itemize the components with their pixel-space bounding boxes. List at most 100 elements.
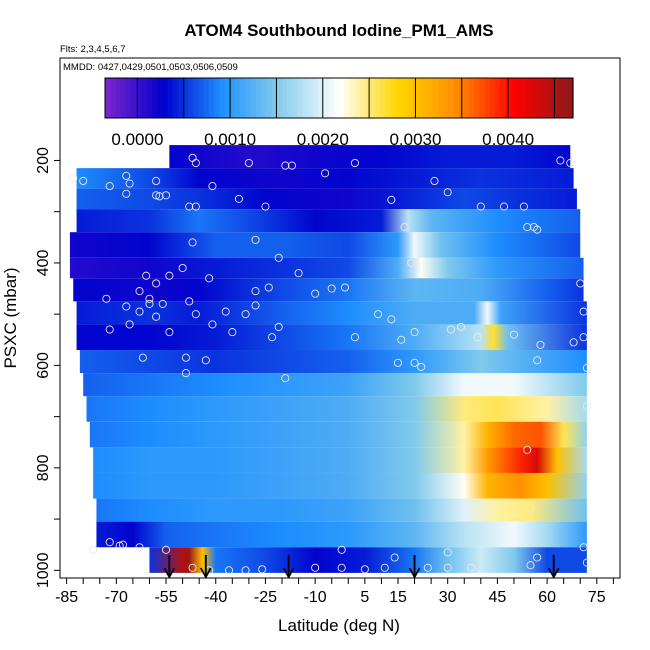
heatmap-band <box>96 521 587 548</box>
colorbar-swatch <box>422 78 428 118</box>
x-tick-label: -25 <box>254 589 277 606</box>
sample-point <box>340 283 350 292</box>
sample-point <box>185 202 194 211</box>
sample-point <box>509 330 519 339</box>
sample-point <box>579 333 588 342</box>
x-tick-label: -40 <box>204 589 227 606</box>
sample-point <box>321 169 330 178</box>
colorbar-swatch <box>157 78 163 118</box>
colorbar-labels: 0.0000 0.0010 0.0020 0.0030 0.0040 <box>111 130 534 149</box>
colorbar: 0.0000 0.0010 0.0020 0.0030 0.0040 <box>104 77 574 149</box>
y-tick-label: 400 <box>35 249 52 276</box>
x-tick-label: -10 <box>304 589 327 606</box>
sample-point <box>400 223 409 232</box>
sample-point <box>499 202 509 211</box>
heatmap-band <box>96 498 587 522</box>
sample-point <box>125 179 134 188</box>
colorbar-swatch <box>297 78 304 118</box>
sample-point <box>234 194 243 203</box>
colorbar-swatch <box>536 78 543 118</box>
sample-point <box>191 310 200 319</box>
sample-point <box>569 338 578 347</box>
sample-point <box>122 171 131 180</box>
colorbar-swatch <box>479 78 486 118</box>
colorbar-swatch <box>141 78 148 118</box>
sample-point <box>135 287 144 296</box>
heatmap-band <box>89 421 587 448</box>
colorbar-swatch <box>302 78 309 118</box>
sample-point <box>228 328 237 337</box>
x-tick-label: 60 <box>538 589 556 606</box>
x-tick-label: 15 <box>389 589 407 606</box>
sample-point <box>294 269 303 278</box>
sample-point <box>536 340 545 349</box>
heatmap-band <box>76 209 581 233</box>
colorbar-swatch <box>255 78 262 118</box>
colorbar-swatch <box>172 78 179 118</box>
sample-point <box>152 191 161 200</box>
colorbar-swatch <box>417 78 423 118</box>
arrow-head <box>163 567 176 579</box>
sample-point <box>274 253 283 262</box>
colorbar-swatch <box>500 78 506 118</box>
colorbar-swatch <box>198 78 205 118</box>
y-axis: 200 400 600 800 1000 <box>35 147 60 588</box>
colorbar-swatch <box>151 78 158 118</box>
colorbar-swatch <box>437 78 444 118</box>
plot-frame <box>59 57 621 579</box>
heatmap-band <box>93 447 587 473</box>
colorbar-swatch <box>203 78 210 118</box>
colorbar-swatch <box>375 78 382 118</box>
sample-point <box>115 541 124 550</box>
sample-point <box>185 297 194 306</box>
heatmap-band <box>86 396 587 422</box>
sample-point <box>105 325 114 334</box>
chart-title: ATOM4 Southbound Iodine_PM1_AMS <box>184 21 493 40</box>
colorbar-swatch <box>313 78 319 118</box>
colorbar-swatch <box>453 78 460 118</box>
colorbar-swatch <box>552 78 558 118</box>
colorbar-swatch <box>333 78 340 118</box>
sample-point <box>430 176 439 186</box>
colorbar-swatch <box>489 78 496 118</box>
x-axis: -85 -70 -55 -40 -25 -10 5 15 30 45 60 75 <box>55 578 614 606</box>
sample-point <box>261 202 270 211</box>
colorbar-swatch <box>469 78 475 118</box>
arrow-head <box>200 567 212 579</box>
sample-point <box>191 202 200 211</box>
colorbar-swatch <box>307 78 314 118</box>
sample-point <box>407 258 416 267</box>
sample-point <box>135 543 144 552</box>
sample-point <box>201 356 210 365</box>
colorbar-swatch <box>188 78 194 118</box>
sample-point <box>380 563 389 572</box>
sample-point <box>244 158 253 168</box>
sample-point <box>145 299 154 308</box>
sample-point <box>105 182 114 191</box>
x-tick-label: 5 <box>360 589 369 606</box>
sample-point <box>122 302 131 311</box>
y-tick-label: 600 <box>35 352 52 379</box>
sample-point <box>221 307 230 316</box>
sample-point <box>287 161 297 170</box>
sample-point <box>178 263 187 273</box>
colorbar-swatch <box>183 78 189 118</box>
colorbar-swatch <box>323 78 330 118</box>
arrow-head <box>282 567 295 579</box>
sample-point <box>208 320 217 329</box>
heatmap-layer <box>69 145 587 573</box>
sample-point <box>152 279 161 288</box>
colorbar-tick-label: 0.0040 <box>482 130 534 149</box>
sample-point <box>311 289 320 298</box>
sample-point <box>410 328 419 337</box>
colorbar-swatch <box>287 78 293 118</box>
sample-point <box>138 353 147 362</box>
colorbar-swatch <box>339 78 345 118</box>
colorbar-swatch <box>131 78 137 118</box>
colorbar-swatch <box>401 78 408 118</box>
sample-point <box>446 325 456 334</box>
heatmap-band <box>79 350 587 374</box>
colorbar-swatch <box>261 78 267 118</box>
y-tick-label: 200 <box>35 147 52 174</box>
colorbar-swatches <box>105 78 574 118</box>
